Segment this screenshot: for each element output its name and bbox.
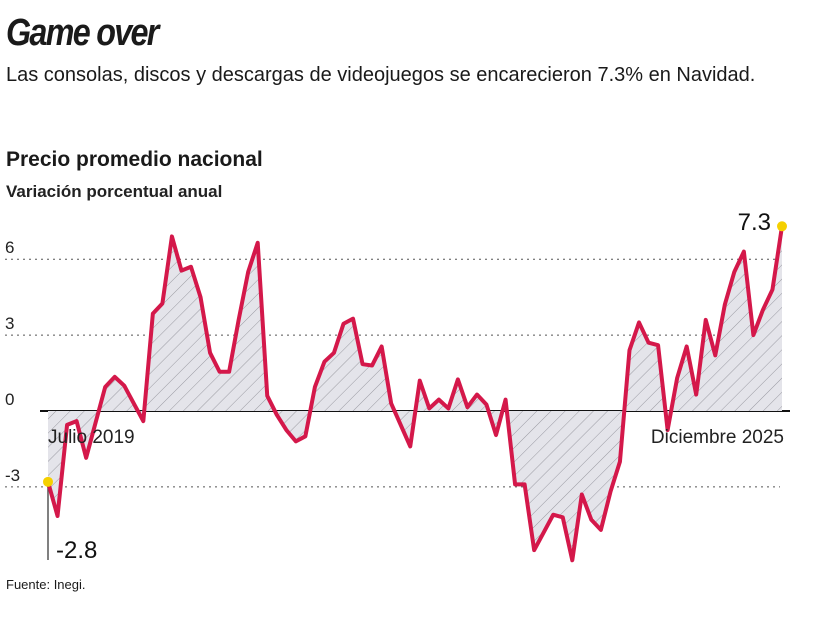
headline: Game over <box>6 12 159 54</box>
y-tick-label: 0 <box>5 390 14 409</box>
area-fill <box>48 226 782 561</box>
x-label-start: Julio 2019 <box>48 427 135 448</box>
y-tick-label: 3 <box>5 314 14 333</box>
subheadline: Las consolas, discos y descargas de vide… <box>6 64 756 86</box>
source-note: Fuente: Inegi. <box>6 577 86 592</box>
chart-title: Precio promedio nacional <box>6 148 263 171</box>
series-line <box>46 226 784 563</box>
y-tick-label: 6 <box>5 238 14 257</box>
annotation-end: 7.3 <box>738 209 771 236</box>
y-tick-label: -3 <box>5 466 20 485</box>
chart-subtitle: Variación porcentual anual <box>6 182 223 201</box>
x-label-end: Diciembre 2025 <box>651 427 784 448</box>
highlight-point <box>777 221 787 232</box>
annotation-start: -2.8 <box>56 537 97 564</box>
highlight-point <box>43 476 53 487</box>
